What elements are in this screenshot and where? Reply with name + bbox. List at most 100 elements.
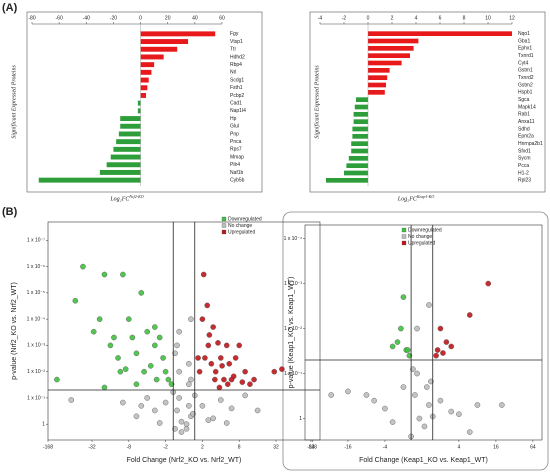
point	[152, 407, 158, 414]
point	[178, 418, 185, 425]
point	[423, 384, 430, 390]
point	[205, 342, 212, 349]
y-tick-label: 1 x 10⁻³	[284, 281, 302, 287]
point	[120, 399, 126, 406]
point	[223, 342, 230, 349]
category-label: Rbp4	[230, 62, 242, 68]
category-label: Gba1	[518, 38, 530, 44]
point	[389, 343, 396, 350]
bar	[351, 141, 368, 147]
bar	[368, 31, 512, 37]
point	[199, 316, 206, 322]
category-label: Epm2a	[518, 134, 534, 140]
point	[406, 352, 413, 359]
bar	[326, 177, 368, 183]
bar	[352, 133, 368, 139]
x-tick-label: 32	[273, 444, 279, 450]
point	[186, 360, 192, 367]
category-label: Pcbp2	[230, 93, 244, 99]
category-label: Sycm	[518, 156, 531, 162]
bar	[351, 148, 368, 154]
y-tick-label: 1 x 10⁻⁶	[27, 264, 45, 270]
point	[96, 316, 103, 322]
legend-swatch	[221, 223, 227, 228]
point	[236, 342, 242, 349]
point	[474, 402, 481, 408]
x-tick-label: 2	[391, 15, 394, 21]
point	[433, 352, 439, 359]
bar	[110, 154, 141, 160]
category-label: Rab1	[518, 112, 530, 118]
x-tick-label: 4	[415, 15, 418, 21]
bar	[344, 170, 368, 176]
point	[232, 355, 239, 361]
category-label: Pnca	[230, 139, 242, 145]
category-label: Sfxd1	[518, 148, 531, 154]
point	[90, 328, 97, 335]
point	[363, 392, 370, 398]
point	[400, 384, 407, 390]
point	[434, 347, 441, 353]
point	[410, 366, 416, 372]
point	[247, 381, 253, 387]
x-tick-label: -4	[383, 444, 388, 450]
plot-area	[47, 221, 321, 441]
category-label: Sdhd	[518, 126, 530, 132]
bar	[118, 131, 141, 137]
bar	[353, 119, 368, 125]
point	[183, 421, 190, 427]
x-tick-label: 40	[192, 15, 198, 21]
x-tick-label: -20	[110, 15, 117, 21]
point	[400, 294, 407, 300]
bar	[140, 77, 149, 83]
point	[414, 325, 420, 332]
category-label: Vtsp1	[230, 39, 243, 45]
y-axis-label: p-value (Keap1_KO vs. Keap1_WT)	[288, 277, 295, 389]
point	[204, 302, 211, 309]
point	[200, 271, 207, 278]
category-label: Txnrd1	[518, 53, 534, 59]
category-label: Fgy	[230, 31, 239, 37]
x-tick-label: 128	[309, 444, 318, 450]
legend-swatch	[221, 229, 227, 235]
x-tick-label: 6	[439, 15, 442, 21]
point	[382, 405, 388, 412]
bar	[137, 108, 141, 114]
bar	[368, 67, 390, 73]
point	[271, 368, 278, 375]
x-tick-label: -32	[88, 444, 95, 450]
bar	[140, 39, 189, 45]
x-tick-label: -60	[56, 15, 63, 21]
bar	[368, 53, 410, 59]
point	[162, 368, 169, 375]
category-label: Naf1b	[230, 170, 244, 176]
point	[421, 423, 428, 430]
point	[404, 347, 411, 353]
category-label: Sgca	[518, 97, 530, 103]
point	[160, 355, 166, 361]
category-label: Cad1	[230, 100, 242, 106]
x-tick-label: 8	[238, 444, 241, 450]
bar	[140, 69, 152, 75]
point	[212, 376, 218, 383]
x-tick-label: 60	[219, 15, 225, 21]
legend-label: Upregulated	[408, 240, 435, 246]
legend-swatch	[401, 234, 407, 239]
x-tick-label: 4	[458, 444, 461, 450]
point	[414, 370, 420, 377]
y-axis-label: Significant Expressed Proteins	[10, 65, 17, 139]
point	[242, 392, 248, 399]
category-label: Nqo1	[518, 31, 530, 37]
point	[152, 342, 158, 349]
point	[216, 384, 223, 391]
point	[176, 395, 182, 401]
point	[443, 339, 450, 345]
bar	[368, 82, 386, 88]
point	[133, 381, 140, 387]
legend-label: Downregulated	[408, 227, 442, 233]
point	[219, 363, 225, 369]
point	[147, 363, 154, 369]
bar	[116, 139, 141, 145]
point	[141, 368, 147, 375]
